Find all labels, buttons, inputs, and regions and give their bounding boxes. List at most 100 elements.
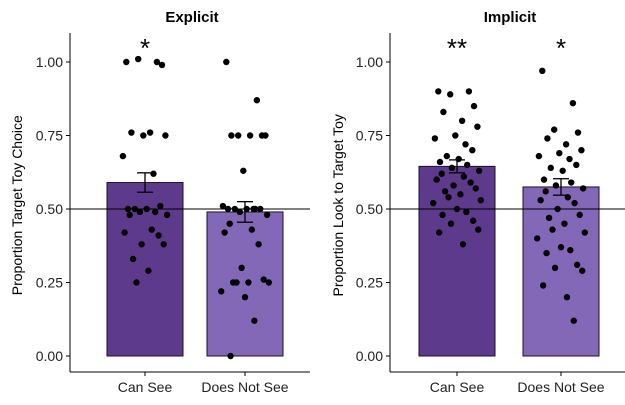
- data-point: [475, 226, 482, 233]
- data-point: [576, 211, 583, 219]
- data-point: [228, 132, 235, 139]
- data-point: [233, 279, 240, 286]
- data-point: [467, 179, 474, 186]
- data-point: [223, 58, 230, 66]
- y-tick-label: 1.00: [356, 54, 383, 70]
- data-point: [440, 108, 447, 116]
- error-bar: [137, 172, 153, 193]
- data-point: [119, 152, 127, 160]
- data-point: [457, 191, 464, 198]
- data-point: [227, 352, 234, 360]
- data-point: [435, 88, 442, 95]
- data-point: [477, 196, 484, 204]
- data-point: [148, 226, 155, 233]
- data-point: [136, 208, 144, 216]
- panel-title: Implicit: [484, 9, 537, 26]
- data-point: [255, 241, 262, 248]
- data-point: [430, 199, 437, 207]
- y-tick-label: 0.00: [356, 348, 383, 364]
- data-point: [470, 102, 478, 110]
- data-point: [121, 229, 128, 236]
- data-point: [235, 132, 242, 139]
- data-point: [262, 132, 269, 139]
- data-point: [241, 294, 249, 301]
- data-point: [123, 58, 130, 66]
- y-tick-label: 0.25: [356, 275, 383, 291]
- data-point: [160, 241, 167, 248]
- data-point: [146, 129, 154, 136]
- data-point: [570, 317, 577, 324]
- data-point: [460, 173, 467, 180]
- data-point: [219, 202, 227, 210]
- data-point: [475, 167, 483, 174]
- data-point: [224, 205, 232, 213]
- significance-marker: **: [447, 33, 467, 63]
- data-point: [257, 205, 264, 213]
- data-point: [462, 141, 469, 148]
- panel-title: Explicit: [165, 9, 218, 26]
- data-point: [140, 132, 147, 139]
- data-point: [124, 205, 132, 213]
- data-point: [263, 211, 271, 219]
- data-point: [436, 158, 444, 166]
- data-point: [251, 317, 258, 324]
- data-point: [547, 164, 554, 172]
- data-point: [463, 208, 470, 216]
- data-point: [143, 205, 150, 213]
- data-point: [563, 294, 571, 301]
- data-point: [459, 241, 467, 248]
- data-point: [469, 147, 476, 154]
- y-axis-title: Proportion Target Toy Choice: [9, 115, 25, 295]
- y-tick-label: 0.75: [356, 128, 383, 144]
- data-point: [564, 194, 571, 201]
- data-point: [557, 244, 565, 251]
- data-point: [561, 220, 568, 227]
- data-point: [252, 205, 259, 213]
- data-point: [157, 202, 164, 210]
- data-point: [452, 132, 459, 139]
- data-point: [581, 229, 588, 236]
- data-point: [162, 132, 169, 139]
- data-point: [435, 229, 443, 236]
- data-point: [150, 170, 157, 177]
- data-point: [138, 241, 145, 248]
- data-point: [472, 185, 479, 192]
- data-point: [551, 126, 558, 133]
- data-point: [226, 220, 233, 227]
- data-point: [535, 152, 543, 160]
- y-tick-label: 0.25: [36, 275, 63, 291]
- data-point: [260, 276, 267, 283]
- data-point: [544, 135, 551, 142]
- data-point: [545, 214, 553, 222]
- y-tick-label: 0.75: [36, 128, 63, 144]
- data-point: [571, 199, 578, 207]
- data-point: [474, 123, 481, 130]
- data-point: [246, 132, 254, 139]
- data-point: [145, 267, 152, 274]
- data-point: [135, 55, 142, 63]
- data-point: [554, 205, 561, 213]
- x-tick-label: Does Not See: [517, 379, 604, 395]
- data-point: [469, 217, 477, 224]
- data-point: [453, 205, 461, 213]
- data-point: [248, 226, 255, 233]
- data-point: [155, 232, 162, 239]
- data-point: [464, 161, 471, 169]
- data-point: [443, 152, 450, 160]
- data-point: [433, 176, 440, 183]
- data-point: [128, 129, 135, 136]
- data-point: [549, 226, 556, 233]
- data-point: [562, 141, 570, 148]
- data-point: [539, 67, 546, 75]
- data-point: [551, 264, 559, 271]
- data-point: [231, 205, 238, 213]
- data-point: [534, 235, 541, 242]
- data-point: [559, 167, 566, 174]
- data-point: [552, 182, 560, 189]
- data-point: [431, 135, 439, 142]
- data-point: [245, 279, 252, 286]
- x-tick-label: Does Not See: [201, 379, 288, 395]
- data-point: [458, 117, 466, 125]
- data-point: [568, 179, 575, 186]
